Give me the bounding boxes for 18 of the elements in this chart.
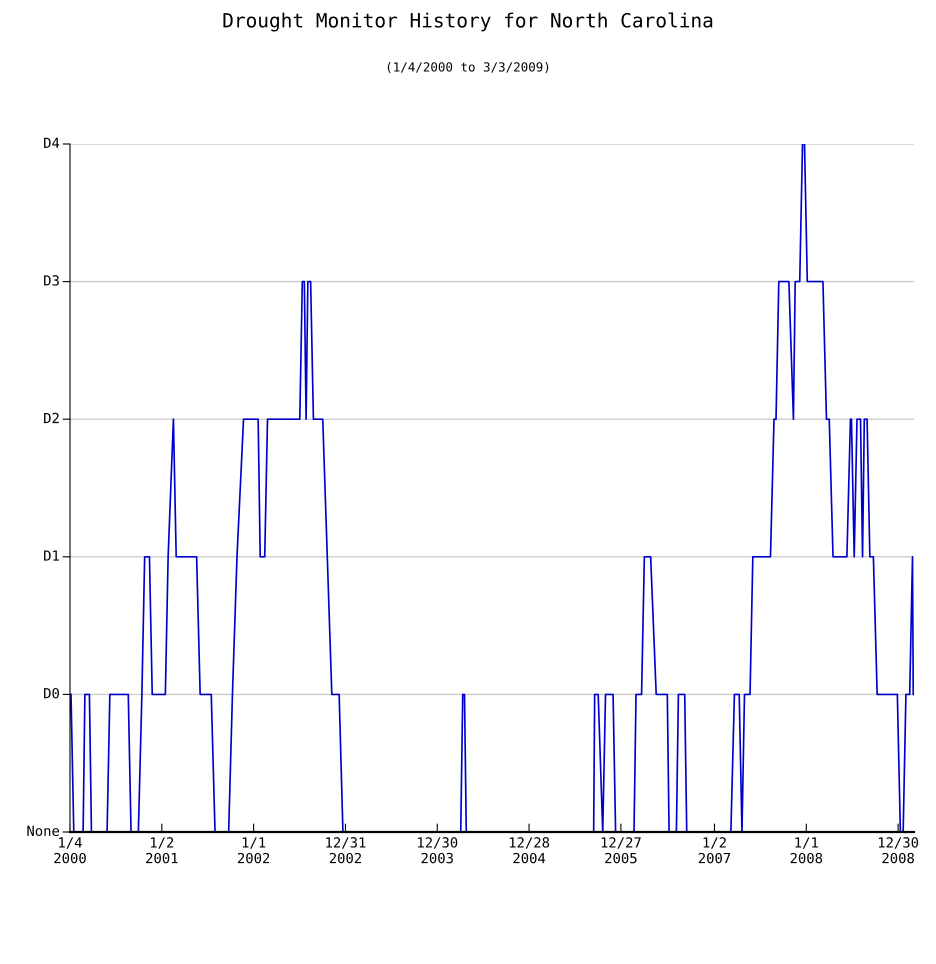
x-tick-label: 12/27 2005 <box>602 837 641 864</box>
x-tick-label: 1/2 2001 <box>146 837 178 864</box>
x-tick-label: 1/2 2007 <box>698 837 730 864</box>
x-tick-label: 1/1 2008 <box>790 837 822 864</box>
x-tick-label: 1/4 2000 <box>54 837 86 864</box>
ref-line-label: None <box>27 826 60 836</box>
ref-line-label: D3 <box>44 275 59 286</box>
ref-line-label: D4 <box>44 138 60 148</box>
x-tick-label: 12/30 2003 <box>418 837 458 864</box>
x-tick-label: 1/1 2002 <box>238 837 270 864</box>
ref-line-label: D2 <box>44 412 59 424</box>
ref-line-label: D1 <box>44 550 59 561</box>
ref-line-label: D0 <box>44 688 59 698</box>
x-tick-label: 12/30 2008 <box>878 837 918 864</box>
x-tick-label: 12/31 2002 <box>326 837 366 864</box>
chart-subtitle: (1/4/2000 to 3/3/2009) <box>388 62 548 74</box>
x-tick-label: 12/28 2004 <box>510 837 550 864</box>
chart-title: Drought Monitor History for North Carolina <box>223 12 712 32</box>
